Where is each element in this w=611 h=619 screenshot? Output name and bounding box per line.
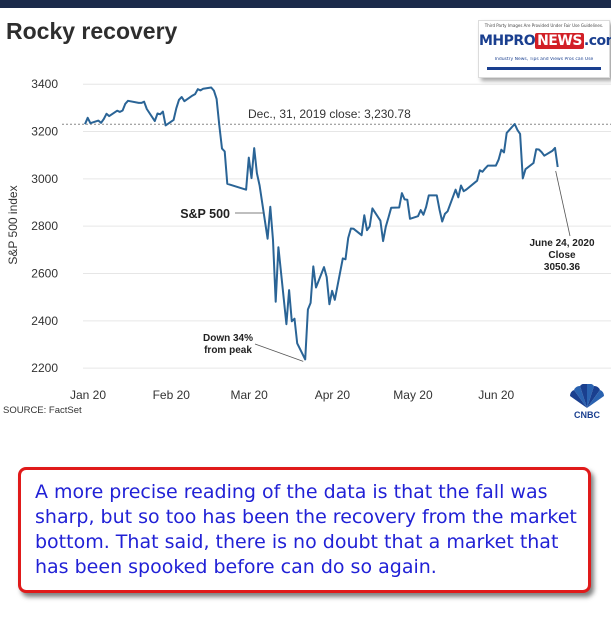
end-label-leader (555, 170, 571, 237)
y-tick-label: 2600 (31, 267, 58, 281)
chart-title: Rocky recovery (6, 18, 178, 44)
logo-word-part2: NEWS (535, 33, 584, 49)
peacock-feathers (569, 384, 605, 408)
trough-label-line2: from peak (204, 345, 252, 356)
y-tick-label: 3400 (31, 77, 58, 91)
y-tick-label: 2400 (31, 314, 58, 328)
mhpronews-logo: Third Party Images Are Provided Under Fa… (478, 20, 611, 78)
callout-text: A more precise reading of the data is th… (35, 481, 577, 578)
trough-label-line1: Down 34% (203, 333, 253, 344)
x-tick-label: Jun 20 (478, 388, 514, 402)
x-tick-label: Mar 20 (230, 388, 268, 402)
x-tick-label: Feb 20 (153, 388, 191, 402)
y-tick-labels: 2200 2400 2600 2800 3000 3200 3400 (31, 77, 58, 375)
series-label: S&P 500 (180, 207, 230, 221)
logo-tagline: Industry News, Tips and Views Pros can U… (494, 57, 594, 62)
x-tick-label: Jan 20 (70, 388, 106, 402)
reference-line-label: Dec., 31, 2019 close: 3,230.78 (248, 107, 411, 121)
cnbc-wordmark: CNBC (574, 410, 600, 420)
x-tick-label: Apr 20 (315, 388, 351, 402)
end-label-line2: Close (548, 250, 576, 261)
cnbc-peacock-logo: CNBC (569, 384, 605, 420)
logo-word-part1: MHPRO (479, 33, 536, 49)
top-bar (0, 0, 611, 8)
y-tick-label: 3000 (31, 172, 58, 186)
commentary-callout: A more precise reading of the data is th… (18, 467, 591, 593)
series-line-sp500 (84, 86, 559, 361)
y-tick-label: 3200 (31, 125, 58, 139)
sp500-line-chart: 2200 2400 2600 2800 3000 3200 3400 Jan 20 Feb 2… (6, 77, 611, 402)
logo-underline (487, 67, 601, 70)
y-axis-label: S&P 500 index (6, 185, 20, 264)
chart-annotations: S&P 500 Down 34% from peak June 24, 2020… (180, 170, 595, 362)
source-note: SOURCE: FactSet (3, 405, 82, 416)
gridlines (83, 83, 611, 369)
y-tick-label: 2200 (31, 361, 58, 375)
logo-word-suffix: .com (583, 33, 611, 49)
x-tick-label: May 20 (393, 388, 433, 402)
x-tick-labels: Jan 20 Feb 20 Mar 20 Apr 20 May 20 Jun 20 (70, 388, 515, 402)
end-label-line3: 3050.36 (544, 262, 581, 273)
logo-disclaimer: Third Party Images Are Provided Under Fa… (484, 23, 604, 28)
y-tick-label: 2800 (31, 219, 58, 233)
end-label-line1: June 24, 2020 (529, 238, 594, 249)
trough-label-leader (254, 343, 304, 362)
